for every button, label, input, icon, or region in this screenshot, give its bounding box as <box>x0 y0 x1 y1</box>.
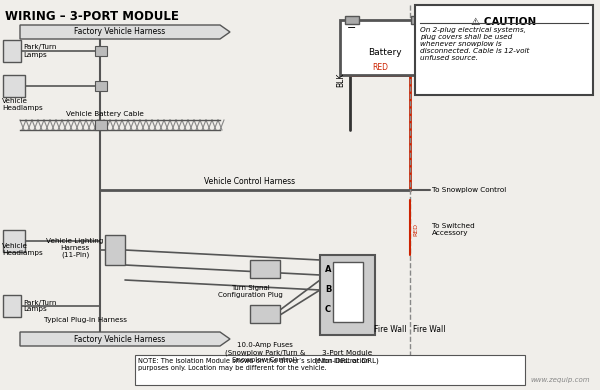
Text: 10.0-Amp Fuses
(Snowplow Park/Turn &
Snowplow Control): 10.0-Amp Fuses (Snowplow Park/Turn & Sno… <box>225 342 305 363</box>
Bar <box>3 230 25 252</box>
Bar <box>411 16 425 24</box>
Polygon shape <box>20 25 230 39</box>
Text: Factory Vehicle Harness: Factory Vehicle Harness <box>74 28 166 37</box>
Text: 3-Port Module
(Non-DRL or DRL): 3-Port Module (Non-DRL or DRL) <box>315 350 379 363</box>
Bar <box>95 81 107 91</box>
Text: RED: RED <box>413 223 418 236</box>
Text: BLK: BLK <box>336 73 345 87</box>
Text: Vehicle
Headlamps: Vehicle Headlamps <box>2 98 43 111</box>
Text: A: A <box>325 265 331 274</box>
Bar <box>135 355 525 385</box>
Bar <box>105 235 125 265</box>
Text: To Snowplow Control: To Snowplow Control <box>432 187 506 193</box>
Bar <box>95 46 107 56</box>
Text: Fire Wall: Fire Wall <box>374 326 407 335</box>
Text: NOTE: The Isolation Module shown on the driver’s side for illustration
purposes : NOTE: The Isolation Module shown on the … <box>138 358 370 371</box>
Bar <box>333 262 363 322</box>
Bar <box>320 255 375 335</box>
Text: RED: RED <box>372 63 388 72</box>
Bar <box>340 20 430 75</box>
Text: C: C <box>325 305 331 314</box>
Bar <box>95 120 107 130</box>
Text: Turn Signal
Configuration Plug: Turn Signal Configuration Plug <box>218 285 283 298</box>
Text: Vehicle
Headlamps: Vehicle Headlamps <box>2 243 43 257</box>
Text: Vehicle Lighting
Harness
(11-Pin): Vehicle Lighting Harness (11-Pin) <box>46 238 104 258</box>
Text: www.zequip.com: www.zequip.com <box>530 377 590 383</box>
Bar <box>345 16 359 24</box>
Bar <box>415 5 593 95</box>
Text: Park/Turn
Lamps: Park/Turn Lamps <box>23 44 56 57</box>
Text: Factory Vehicle Harness: Factory Vehicle Harness <box>74 335 166 344</box>
Bar <box>250 305 280 323</box>
Text: Typical Plug-in Harness: Typical Plug-in Harness <box>44 317 127 323</box>
Text: Vehicle Control Harness: Vehicle Control Harness <box>205 177 296 186</box>
Text: Vehicle Battery Cable: Vehicle Battery Cable <box>66 111 144 117</box>
Text: B: B <box>325 285 331 294</box>
Polygon shape <box>20 332 230 346</box>
Text: WIRING – 3-PORT MODULE: WIRING – 3-PORT MODULE <box>5 10 179 23</box>
Text: To Switched
Accessory: To Switched Accessory <box>432 223 475 236</box>
Text: On 2-plug electrical systems,
plug covers shall be used
whenever snowplow is
dis: On 2-plug electrical systems, plug cover… <box>420 27 529 61</box>
Text: ⚠ CAUTION: ⚠ CAUTION <box>472 17 536 27</box>
Bar <box>3 40 21 62</box>
Text: −: − <box>347 23 356 33</box>
Text: +: + <box>413 23 422 33</box>
Text: Battery: Battery <box>368 48 402 57</box>
Bar <box>3 75 25 97</box>
Bar <box>3 295 21 317</box>
Text: Park/Turn
Lamps: Park/Turn Lamps <box>23 300 56 312</box>
Text: Fire Wall: Fire Wall <box>413 326 445 335</box>
Bar <box>250 260 280 278</box>
